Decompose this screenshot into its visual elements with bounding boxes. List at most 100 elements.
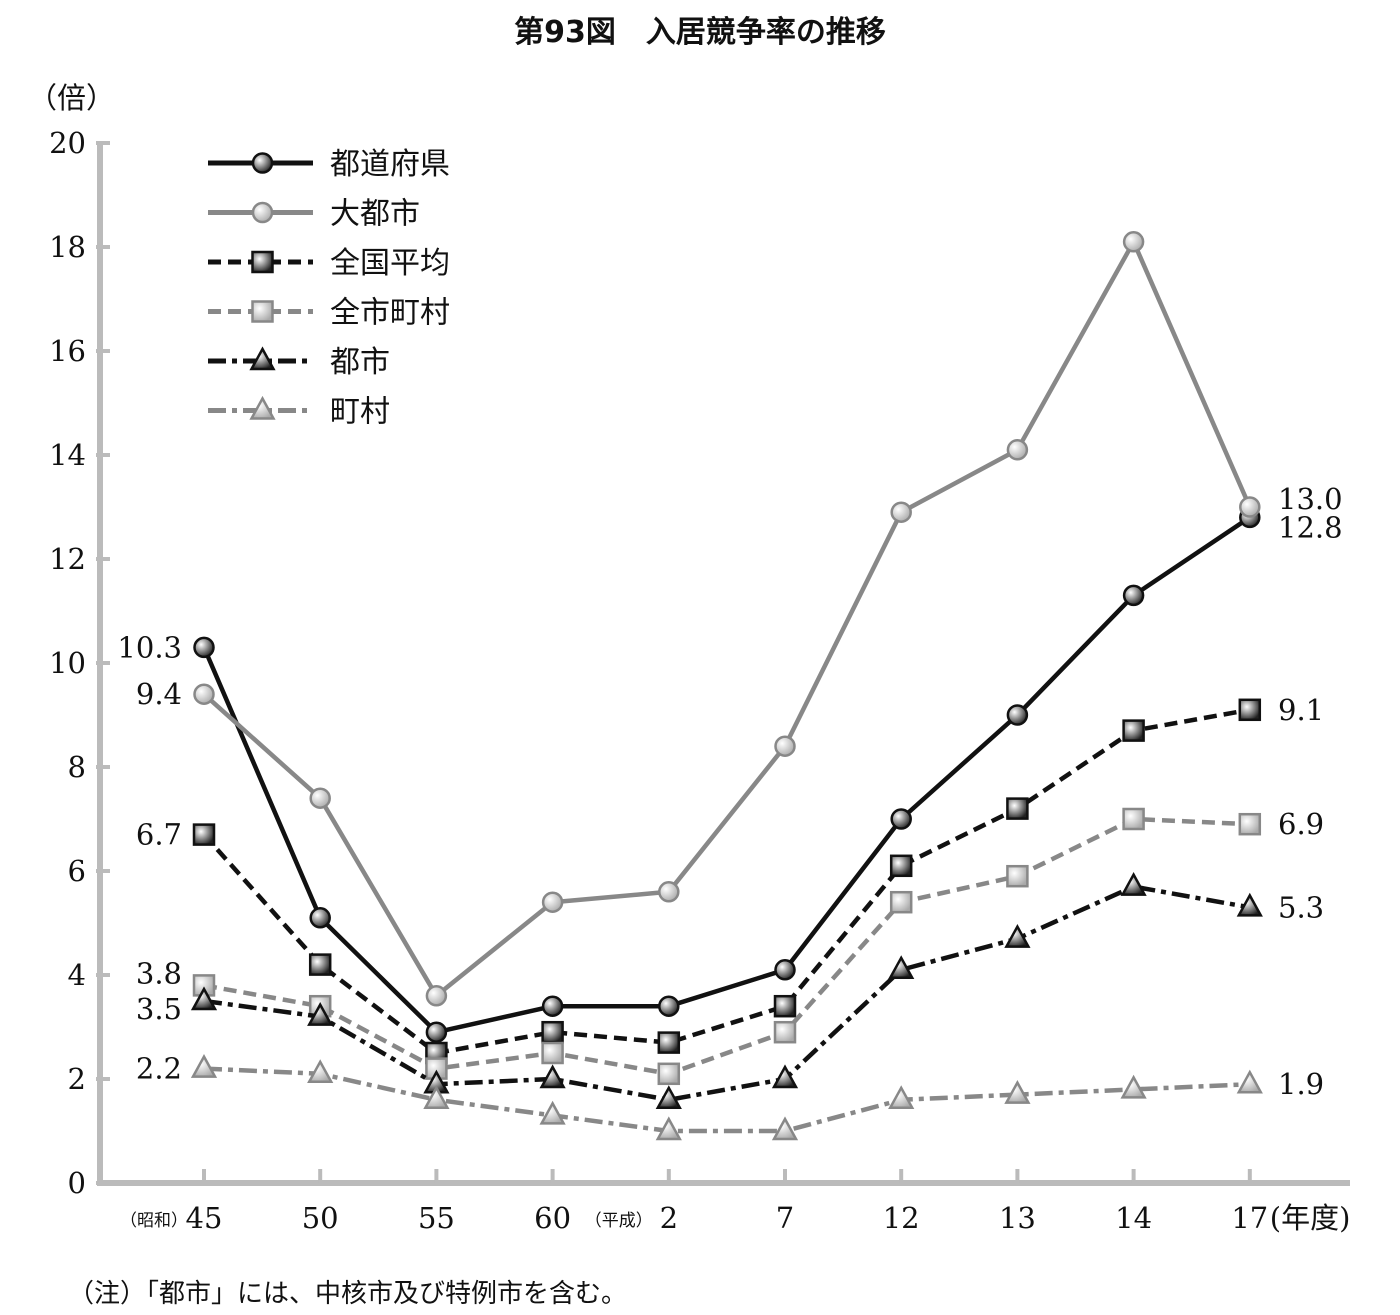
data-point [1004, 924, 1031, 948]
data-point [425, 985, 448, 1007]
legend-label: 大都市 [330, 197, 420, 232]
data-label: 9.1 [1278, 693, 1324, 727]
legend-marker [251, 152, 274, 174]
data-point [1006, 439, 1029, 461]
series-layer [190, 231, 1263, 1141]
data-point [192, 823, 216, 846]
data-point [541, 891, 564, 913]
y-tick-label: 10 [49, 646, 86, 680]
chart-title: 第93図 入居競争率の推移 [514, 15, 886, 50]
y-tick-label: 14 [49, 438, 86, 472]
legend-item: 大都市 [208, 197, 420, 232]
x-era-label: （昭和） [120, 1211, 188, 1231]
x-tick-label: 2 [660, 1201, 678, 1235]
legend-label: 町村 [330, 395, 390, 430]
x-tick-label: 13 [999, 1201, 1036, 1235]
data-point [890, 501, 912, 523]
data-label: 9.4 [136, 677, 182, 711]
legend-marker [249, 346, 276, 371]
data-point [773, 1020, 797, 1044]
data-point [423, 1085, 450, 1110]
data-point [1006, 704, 1029, 726]
data-point [657, 1031, 681, 1054]
x-era-label: （平成） [585, 1211, 653, 1231]
data-point [774, 735, 796, 757]
data-point [1238, 698, 1262, 722]
series-line [201, 515, 1252, 1035]
series-line [203, 816, 1250, 1077]
x-tick-label: 55 [418, 1201, 455, 1235]
data-point [541, 1020, 564, 1044]
data-label: 6.9 [1278, 807, 1324, 841]
data-point [1122, 584, 1145, 607]
series-4 [192, 807, 1262, 1086]
data-point [1006, 797, 1029, 820]
data-point [1236, 1069, 1263, 1094]
data-point [1122, 719, 1145, 742]
data-label: 2.2 [136, 1052, 182, 1086]
data-point [1236, 892, 1263, 917]
y-axis-unit-label: （倍） [28, 81, 115, 115]
data-point [1004, 1080, 1031, 1104]
x-tick-label: 7 [776, 1201, 794, 1235]
legend-item: 都道府県 [208, 147, 450, 182]
data-point [1238, 812, 1262, 836]
data-point [193, 683, 215, 705]
data-point [308, 953, 332, 976]
data-label: 6.7 [136, 818, 182, 852]
data-point [307, 1002, 334, 1026]
x-tick-label: 50 [302, 1201, 339, 1235]
legend-item: 都市 [208, 345, 390, 380]
data-label: 5.3 [1278, 890, 1324, 924]
legend-marker [251, 201, 274, 224]
legend-label: 都道府県 [330, 147, 450, 182]
series-line [203, 1066, 1250, 1134]
data-point [1122, 807, 1145, 831]
y-tick-label: 12 [49, 542, 86, 576]
x-tick-label: 14 [1115, 1201, 1152, 1235]
data-point [1122, 231, 1145, 253]
data-point [541, 995, 564, 1017]
legend-label: 全市町村 [330, 296, 450, 331]
y-tick-label: 2 [68, 1062, 86, 1096]
data-point [190, 1054, 218, 1078]
y-tick-label: 0 [68, 1166, 86, 1200]
data-label: 3.8 [136, 956, 182, 990]
legend-marker [251, 250, 274, 274]
data-point [773, 994, 797, 1018]
data-point [888, 1085, 915, 1110]
data-point [655, 1085, 682, 1110]
series-line [203, 884, 1251, 1103]
legend-marker [251, 300, 274, 323]
data-point [539, 1064, 566, 1089]
y-tick-label: 16 [49, 334, 86, 368]
data-label: 12.8 [1278, 510, 1343, 544]
series-line [202, 707, 1251, 1056]
data-point [425, 1021, 448, 1043]
data-point [888, 955, 915, 980]
data-label: 1.9 [1278, 1067, 1324, 1101]
y-axis-ticks: 0 2 4 6 8 10 12 14 16 18 20 [49, 126, 110, 1200]
data-point [307, 1059, 334, 1084]
data-point [657, 1062, 681, 1086]
data-point [1006, 864, 1029, 888]
x-axis-unit-label: (年度) [1270, 1201, 1351, 1235]
data-point [1239, 496, 1261, 518]
data-point [889, 890, 913, 914]
data-point [774, 959, 796, 981]
legend-label: 都市 [330, 345, 390, 380]
series-line [202, 239, 1252, 999]
legend-item: 町村 [208, 395, 390, 430]
data-label: 3.5 [136, 992, 182, 1026]
data-point [309, 907, 331, 929]
data-point [539, 1100, 566, 1125]
x-tick-label: 45 [186, 1201, 223, 1235]
data-label: 10.3 [117, 630, 182, 664]
y-tick-label: 6 [68, 854, 86, 888]
footnote: （注）「都市」には、中核市及び特例市を含む。 [68, 1279, 627, 1309]
data-label: 13.0 [1278, 482, 1343, 516]
data-point [190, 986, 218, 1011]
series-6 [190, 1054, 1263, 1141]
